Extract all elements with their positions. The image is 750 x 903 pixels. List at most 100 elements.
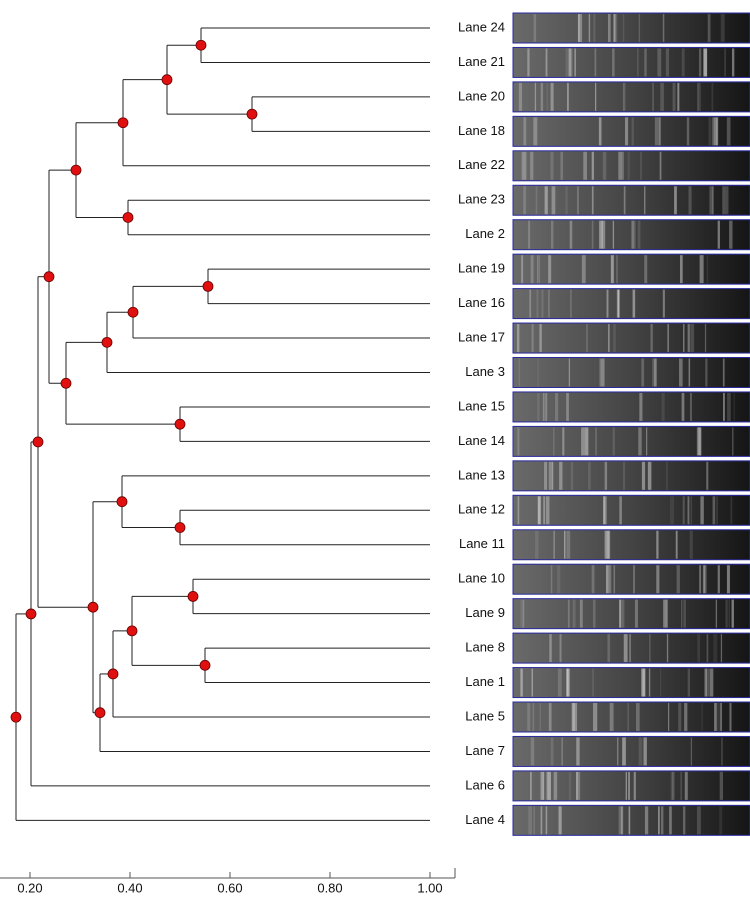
gel-band (628, 703, 629, 731)
gel-band (519, 359, 520, 387)
gel-band (539, 255, 540, 283)
gel-band (548, 290, 549, 318)
gel-band (557, 565, 560, 593)
gel-band (682, 48, 685, 76)
gel-band (539, 324, 541, 352)
gel-band (717, 703, 721, 731)
gel-band (638, 221, 641, 249)
gel-band (701, 703, 702, 731)
gel-band (553, 427, 554, 455)
leaf-label: Lane 19 (458, 261, 505, 276)
gel-band (544, 462, 547, 490)
gel-band (536, 290, 538, 318)
gel-band (567, 83, 569, 111)
gel-band (716, 496, 717, 524)
gel-band (588, 462, 591, 490)
gel-band (633, 565, 634, 593)
gel-band (639, 14, 640, 42)
gel-band (732, 48, 734, 76)
gel-band (605, 462, 608, 490)
gel-band (548, 255, 551, 283)
gel-band (621, 806, 623, 834)
gel-band (708, 117, 711, 145)
leaf-label: Lane 13 (458, 467, 505, 482)
gel-band (571, 462, 573, 490)
gel-band (567, 669, 570, 697)
gel-band (636, 703, 640, 731)
gel-band (624, 83, 625, 111)
gel-band (671, 772, 674, 800)
x-tick-label: 0.20 (17, 880, 42, 895)
gel-band (566, 531, 570, 559)
gel-band (661, 393, 664, 421)
gel-band (676, 531, 678, 559)
gel-band (562, 737, 563, 765)
gel-band (592, 565, 595, 593)
leaf-label: Lane 1 (465, 674, 505, 689)
leaf-label: Lane 15 (458, 398, 505, 413)
gel-band (704, 669, 706, 697)
gel-band (555, 393, 558, 421)
gel-band (674, 186, 677, 214)
gel-band (699, 48, 701, 76)
gel-band (690, 531, 693, 559)
gel-band (619, 496, 622, 524)
x-tick-label: 1.00 (417, 880, 442, 895)
gel-band (565, 186, 567, 214)
gel-band (606, 565, 608, 593)
gel-band (549, 462, 553, 490)
gel-band (529, 290, 531, 318)
gel-band (705, 359, 707, 387)
gel-band (639, 393, 642, 421)
gel-band (566, 48, 568, 76)
gel-lane (513, 805, 750, 835)
gel-band (729, 703, 731, 731)
gel-band (537, 255, 538, 283)
cluster-node (128, 307, 138, 317)
gel-band (657, 48, 661, 76)
gel-band (655, 117, 658, 145)
gel-band (545, 186, 548, 214)
gel-band (523, 117, 526, 145)
gel-band (634, 772, 636, 800)
gel-band (663, 600, 664, 628)
gel-band (581, 427, 584, 455)
cluster-node (33, 437, 43, 447)
gel-band (577, 186, 579, 214)
gel-band (720, 703, 722, 731)
gel-band (558, 669, 562, 697)
gel-band (667, 324, 669, 352)
gel-band (623, 462, 625, 490)
gel-band (531, 737, 534, 765)
gel-band (714, 703, 717, 731)
gel-band (700, 496, 703, 524)
leaf-label: Lane 5 (465, 708, 505, 723)
gel-lanes (513, 13, 750, 835)
gel-band (569, 359, 570, 387)
leaf-label: Lane 14 (458, 433, 505, 448)
gel-band (543, 772, 545, 800)
gel-band (668, 703, 669, 731)
gel-band (549, 634, 551, 662)
gel-band (710, 669, 713, 697)
gel-band (603, 496, 605, 524)
gel-band (700, 255, 704, 283)
gel-band (624, 186, 626, 214)
gel-band (527, 48, 529, 76)
cluster-node (44, 272, 54, 282)
leaf-label: Lane 10 (458, 571, 505, 586)
gel-band (638, 427, 641, 455)
gel-band (690, 393, 692, 421)
gel-band (574, 48, 576, 76)
cluster-node (188, 591, 198, 601)
gel-band (525, 152, 527, 180)
gel-band (523, 600, 525, 628)
gel-band (666, 48, 669, 76)
gel-band (551, 565, 552, 593)
gel-band (580, 600, 583, 628)
gel-band (618, 290, 620, 318)
gel-band (608, 324, 610, 352)
gel-band (612, 48, 614, 76)
leaf-label: Lane 24 (458, 19, 505, 34)
gel-band (535, 83, 536, 111)
